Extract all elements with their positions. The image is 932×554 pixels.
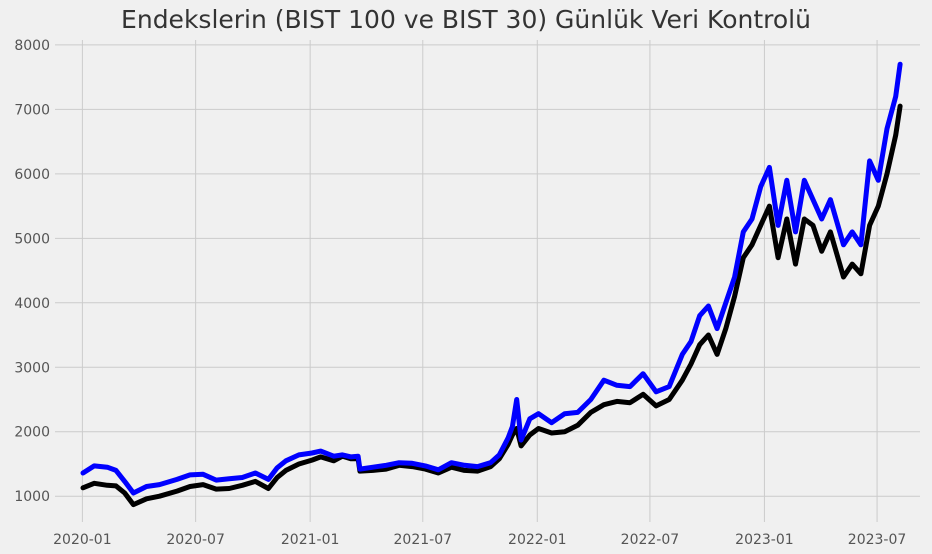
x-tick-label: 2020-07 [166,532,225,548]
x-tick-label: 2022-01 [508,532,567,548]
series-line-1 [80,103,903,508]
y-tick-label: 1000 [14,489,50,505]
y-tick-label: 2000 [14,425,50,441]
x-tick-label: 2022-07 [621,532,680,548]
x-tick-label: 2023-01 [735,532,794,548]
y-tick-label: 5000 [14,231,50,247]
series-lines [80,61,903,508]
x-tick-label: 2023-07 [848,532,907,548]
tick-labels: 1000 2000 3000 4000 5000 6000 7000 8000 2020-01 2… [14,38,906,548]
x-tick-label: 2021-07 [394,532,453,548]
y-tick-label: 6000 [14,167,50,183]
chart-title: Endekslerin (BIST 100 ve BIST 30) Günlük… [121,5,811,34]
y-tick-label: 8000 [14,38,50,54]
grid [55,40,920,522]
x-tick-label: 2021-01 [281,532,340,548]
y-tick-label: 3000 [14,360,50,376]
y-tick-label: 4000 [14,296,50,312]
series-line-2 [80,61,903,496]
y-tick-label: 7000 [14,102,50,118]
x-tick-label: 2020-01 [53,532,112,548]
